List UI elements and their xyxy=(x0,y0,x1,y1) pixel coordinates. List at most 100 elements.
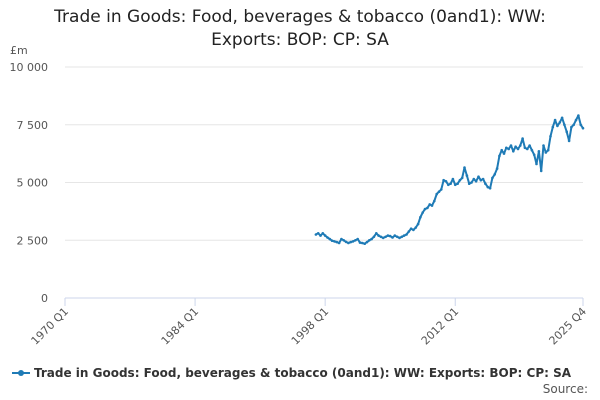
data-point xyxy=(570,125,573,129)
data-point xyxy=(342,239,346,242)
data-point xyxy=(581,126,585,130)
data-point xyxy=(574,118,578,122)
data-point xyxy=(402,234,406,237)
data-point xyxy=(328,237,332,241)
data-point xyxy=(368,239,371,242)
data-point xyxy=(428,203,432,206)
x-tick-label: 1998 Q1 xyxy=(289,305,332,348)
data-point xyxy=(516,147,520,151)
legend[interactable]: Trade in Goods: Food, beverages & tobacc… xyxy=(12,366,571,380)
data-point xyxy=(384,235,387,239)
data-point xyxy=(474,180,478,183)
data-point xyxy=(370,237,373,241)
data-point xyxy=(391,236,394,239)
data-point xyxy=(365,240,369,244)
data-point xyxy=(451,177,455,181)
data-point xyxy=(321,232,325,235)
data-point xyxy=(430,204,434,207)
data-point xyxy=(435,192,439,196)
data-point xyxy=(526,147,529,151)
data-point xyxy=(440,188,443,191)
data-point xyxy=(395,235,399,239)
data-point xyxy=(523,146,527,150)
data-point xyxy=(358,241,362,244)
data-point xyxy=(530,148,534,152)
data-point xyxy=(337,241,341,245)
data-point xyxy=(456,182,459,185)
chart-title-line-1: Trade in Goods: Food, beverages & tobacc… xyxy=(54,7,546,27)
y-axis-unit-label: £m xyxy=(10,44,28,57)
data-point xyxy=(361,241,364,245)
data-point xyxy=(354,239,357,242)
data-point xyxy=(572,123,575,127)
data-point xyxy=(551,125,555,129)
data-point xyxy=(563,123,566,127)
data-point xyxy=(458,178,462,182)
y-tick-label: 2 500 xyxy=(17,234,49,247)
data-point xyxy=(528,144,531,147)
data-point xyxy=(479,178,483,182)
data-point xyxy=(484,182,487,185)
data-point xyxy=(542,144,545,147)
y-tick-label: 5 000 xyxy=(17,177,49,190)
data-point xyxy=(519,144,522,147)
data-point xyxy=(491,176,494,180)
data-point xyxy=(363,242,367,245)
data-point xyxy=(560,116,564,120)
data-point xyxy=(453,183,457,187)
data-point xyxy=(323,234,327,237)
data-point xyxy=(347,241,350,245)
data-point xyxy=(565,130,568,133)
data-point xyxy=(388,234,392,238)
data-point xyxy=(532,153,536,157)
data-point xyxy=(521,137,524,140)
data-point xyxy=(514,145,517,148)
data-point xyxy=(463,166,466,169)
data-point xyxy=(500,148,504,152)
data-point xyxy=(507,147,511,151)
data-point xyxy=(509,144,513,147)
data-point xyxy=(535,162,538,166)
data-point xyxy=(486,185,490,189)
y-tick-label: 10 000 xyxy=(10,61,49,74)
data-point xyxy=(512,150,515,153)
data-point xyxy=(449,182,452,185)
data-point xyxy=(319,234,322,237)
data-point xyxy=(426,206,429,210)
data-point xyxy=(447,183,450,187)
data-point xyxy=(546,148,550,152)
data-point xyxy=(407,230,411,233)
data-point xyxy=(537,150,541,153)
data-point xyxy=(314,233,318,236)
data-point xyxy=(470,181,473,184)
x-tick-label: 2012 Q1 xyxy=(419,305,462,348)
data-point xyxy=(553,118,557,122)
data-point xyxy=(379,235,383,239)
data-point xyxy=(481,177,485,181)
data-point xyxy=(423,207,427,211)
data-point xyxy=(502,152,506,155)
data-point xyxy=(414,226,418,229)
data-point xyxy=(349,240,353,244)
data-point xyxy=(416,222,420,226)
data-point xyxy=(467,182,471,185)
data-point xyxy=(579,123,582,127)
data-point xyxy=(393,234,397,237)
data-point xyxy=(442,178,445,182)
data-point xyxy=(330,239,334,242)
x-tick-label: 2025 Q4 xyxy=(547,305,590,348)
data-point xyxy=(409,227,413,230)
data-point xyxy=(495,167,499,170)
data-point xyxy=(398,236,401,240)
chart-title-line-2: Exports: BOP: CP: SA xyxy=(211,30,389,50)
data-point xyxy=(488,187,492,190)
x-tick-label: 1984 Q1 xyxy=(159,305,202,348)
legend-series-label: Trade in Goods: Food, beverages & tobacc… xyxy=(34,366,572,380)
y-tick-label: 7 500 xyxy=(17,119,49,132)
data-point xyxy=(344,240,348,244)
data-point xyxy=(405,233,408,236)
data-point xyxy=(377,234,380,237)
source-label: Source: xyxy=(542,382,588,396)
data-point xyxy=(465,174,469,177)
